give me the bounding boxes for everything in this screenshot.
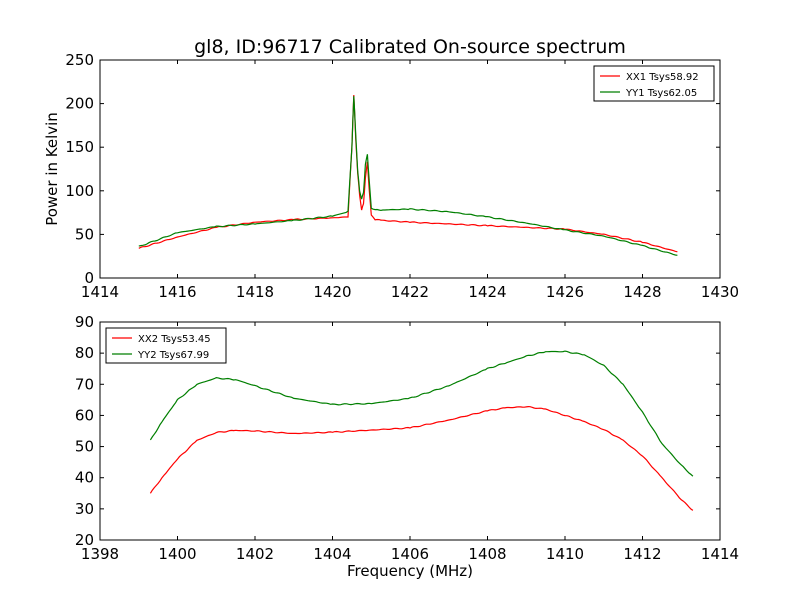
y-tick-label: 90 bbox=[75, 313, 94, 331]
x-tick-label: 1416 bbox=[158, 283, 196, 301]
series-line-xx bbox=[149, 405, 694, 511]
x-tick-label: 1418 bbox=[236, 283, 274, 301]
y-axis-label: Power in Kelvin bbox=[43, 112, 61, 226]
y-tick-label: 40 bbox=[75, 469, 94, 487]
y-tick-label: 0 bbox=[84, 269, 94, 287]
x-tick-label: 1414 bbox=[81, 283, 119, 301]
x-tick-label: 1410 bbox=[546, 545, 584, 563]
legend-box bbox=[105, 327, 227, 364]
x-tick-label: 1430 bbox=[701, 283, 739, 301]
x-tick-label: 1414 bbox=[701, 545, 739, 563]
legend: XX2 Tsys53.45 YY2 Tsys67.99 bbox=[105, 327, 227, 364]
y-tick-label: 50 bbox=[75, 225, 94, 243]
x-tick-label: 1404 bbox=[313, 545, 351, 563]
figure-title: gl8, ID:96717 Calibrated On-source spect… bbox=[194, 36, 626, 58]
x-tick-label: 1406 bbox=[391, 545, 429, 563]
legend-entry: YY2 Tsys67.99 bbox=[137, 350, 209, 361]
legend-entry: XX2 Tsys53.45 bbox=[138, 334, 211, 345]
series-line-yy bbox=[149, 350, 694, 477]
x-tick-label: 1428 bbox=[623, 283, 661, 301]
y-tick-label: 100 bbox=[65, 182, 94, 200]
series-line-xx bbox=[138, 94, 678, 253]
legend: XX1 Tsys58.92 YY1 Tsys62.05 bbox=[593, 65, 715, 102]
y-tick-label: 200 bbox=[65, 95, 94, 113]
y-tick-label: 50 bbox=[75, 438, 94, 456]
series-line-yy bbox=[138, 96, 678, 256]
y-tick-label: 30 bbox=[75, 500, 94, 518]
y-tick-label: 80 bbox=[75, 344, 94, 362]
x-tick-label: 1424 bbox=[468, 283, 506, 301]
x-tick-label: 1420 bbox=[313, 283, 351, 301]
y-tick-label: 70 bbox=[75, 375, 94, 393]
legend-box bbox=[593, 65, 715, 102]
x-tick-label: 1408 bbox=[468, 545, 506, 563]
y-tick-label: 60 bbox=[75, 406, 94, 424]
y-tick-label: 150 bbox=[65, 138, 94, 156]
bottom-panel: 1398 1400 1402 1404 1406 1408 1410 1412 1414 20 30… bbox=[75, 313, 739, 580]
legend-entry: XX1 Tsys58.92 bbox=[626, 72, 699, 83]
top-panel: 1414 1416 1418 1420 1422 1424 1426 1428 1430 0 50 1… bbox=[43, 51, 739, 301]
x-axis-label: Frequency (MHz) bbox=[347, 562, 473, 580]
legend-entry: YY1 Tsys62.05 bbox=[625, 88, 697, 99]
x-tick-label: 1412 bbox=[623, 545, 661, 563]
y-tick-label: 20 bbox=[75, 531, 94, 549]
x-tick-label: 1402 bbox=[236, 545, 274, 563]
x-tick-label: 1422 bbox=[391, 283, 429, 301]
x-tick-label: 1400 bbox=[158, 545, 196, 563]
y-tick-label: 250 bbox=[65, 51, 94, 69]
x-tick-label: 1426 bbox=[546, 283, 584, 301]
x-tick-label: 1398 bbox=[81, 545, 119, 563]
